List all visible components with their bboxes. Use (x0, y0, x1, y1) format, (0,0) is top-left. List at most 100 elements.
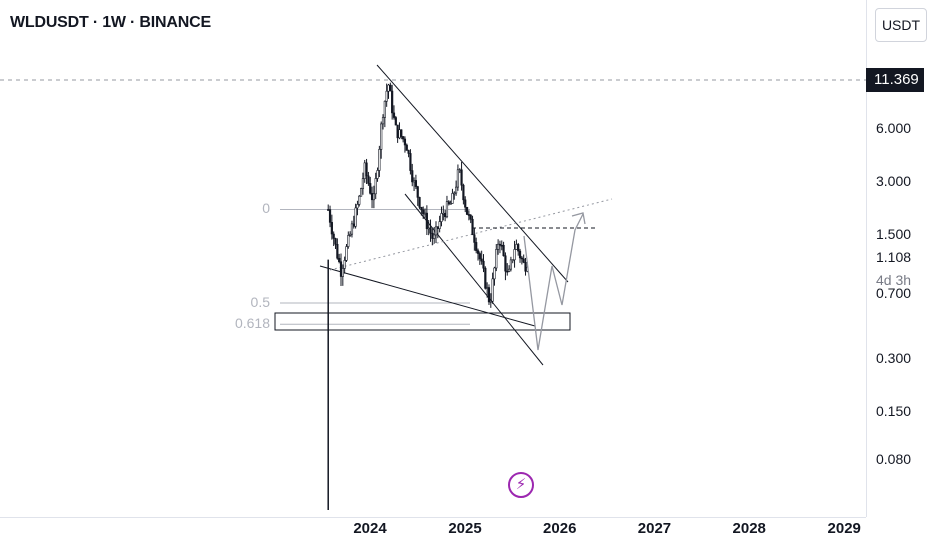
candle-body (345, 246, 348, 261)
candle-body (500, 244, 503, 247)
candle-body (423, 212, 427, 215)
candle-body (442, 212, 445, 215)
candle-body (411, 170, 414, 183)
candle-body (431, 232, 434, 239)
chart-plot[interactable] (0, 0, 866, 517)
lightning-bolt-icon[interactable]: ⚡ (508, 472, 534, 498)
candle-body (473, 234, 476, 243)
candle-body (370, 193, 374, 201)
dotted-trendline (329, 198, 613, 271)
candle-body (350, 223, 354, 235)
candle-body (363, 162, 366, 179)
candle-body (456, 169, 460, 188)
candle-body (332, 233, 335, 239)
candle-body (502, 244, 505, 257)
candle-body (438, 221, 441, 229)
candle-body (347, 235, 350, 247)
candle-body (391, 90, 394, 114)
candle-body (327, 209, 330, 211)
candle-body (454, 186, 458, 194)
candle-body (349, 233, 352, 236)
channel-lower-trendline (404, 193, 544, 366)
candle-body (396, 124, 399, 139)
candle-body (524, 261, 527, 272)
candle-body (495, 249, 498, 269)
candle-body (330, 222, 333, 235)
candle-body (478, 253, 481, 260)
candle-body (367, 175, 370, 184)
candle-body (458, 169, 461, 172)
price-tick-label: 0.080 (876, 451, 912, 467)
candle-body (422, 209, 425, 215)
candle-body (412, 180, 416, 183)
candle-body (465, 206, 469, 215)
candle-body (449, 203, 452, 205)
candle-body (497, 243, 500, 250)
candle-body (416, 186, 419, 198)
currency-button[interactable]: USDT (875, 8, 927, 42)
candle-body (515, 244, 518, 250)
candle-body (374, 178, 377, 195)
candle-body (394, 117, 397, 126)
demand-zone-box (274, 312, 571, 331)
price-tick-label: 0.150 (876, 402, 912, 419)
candle-body (482, 260, 485, 269)
candle-body (433, 234, 436, 239)
candle-body (354, 207, 357, 227)
projection-arrow-head (571, 212, 586, 225)
candle-body (387, 84, 390, 92)
candle-body (400, 129, 403, 137)
candle-body (460, 169, 463, 186)
candle-body (425, 212, 428, 229)
candle-body (518, 250, 522, 259)
candle-body (487, 287, 491, 303)
support-trendline (319, 265, 536, 327)
candle-body (476, 250, 480, 254)
time-tick-label: 2026 (543, 520, 577, 537)
candle-body (517, 244, 520, 252)
time-axis[interactable] (0, 517, 866, 551)
price-axis[interactable] (866, 0, 932, 517)
candle-body (469, 214, 472, 220)
candle-body (381, 117, 385, 125)
candle-body (343, 260, 346, 269)
candle-body (334, 238, 337, 245)
candle-body (451, 193, 454, 204)
candle-body (484, 267, 487, 289)
time-tick-label: 2024 (353, 520, 387, 537)
time-tick-label: 2028 (732, 520, 766, 537)
fib-level-label: 0 (262, 200, 270, 217)
bar-countdown: 4d 3h (876, 272, 912, 288)
candle-body (445, 201, 449, 218)
time-tick-label: 2025 (448, 520, 482, 537)
candle-body (369, 183, 372, 194)
candle-body (339, 261, 343, 277)
candle-body (405, 144, 408, 151)
candle-body (356, 204, 359, 209)
candle-body (414, 180, 418, 187)
candle-body (447, 201, 450, 204)
candle-body (328, 209, 332, 223)
candle-body (376, 170, 379, 179)
candle-body (359, 188, 363, 197)
price-tick-label: 6.000 (876, 120, 912, 136)
current-price-label: 1.108 (876, 249, 912, 265)
price-tick-label: 0.700 (876, 284, 912, 301)
candle-body (372, 193, 375, 201)
candle-body (493, 267, 496, 280)
candle-body (436, 226, 439, 229)
candle-body (520, 257, 523, 260)
candle-body (434, 226, 438, 236)
candle-body (498, 243, 502, 246)
time-tick-label: 2027 (637, 520, 672, 537)
candle-body (418, 197, 421, 208)
price-tick-label: 3.000 (876, 173, 912, 190)
candle-body (403, 138, 407, 146)
candle-body (467, 214, 470, 216)
fib-level-label: 0.5 (250, 294, 270, 310)
candle-body (509, 259, 513, 270)
candle-body (383, 100, 386, 118)
candle-body (352, 223, 355, 227)
candle-body (402, 136, 405, 140)
candle-body (341, 268, 344, 277)
